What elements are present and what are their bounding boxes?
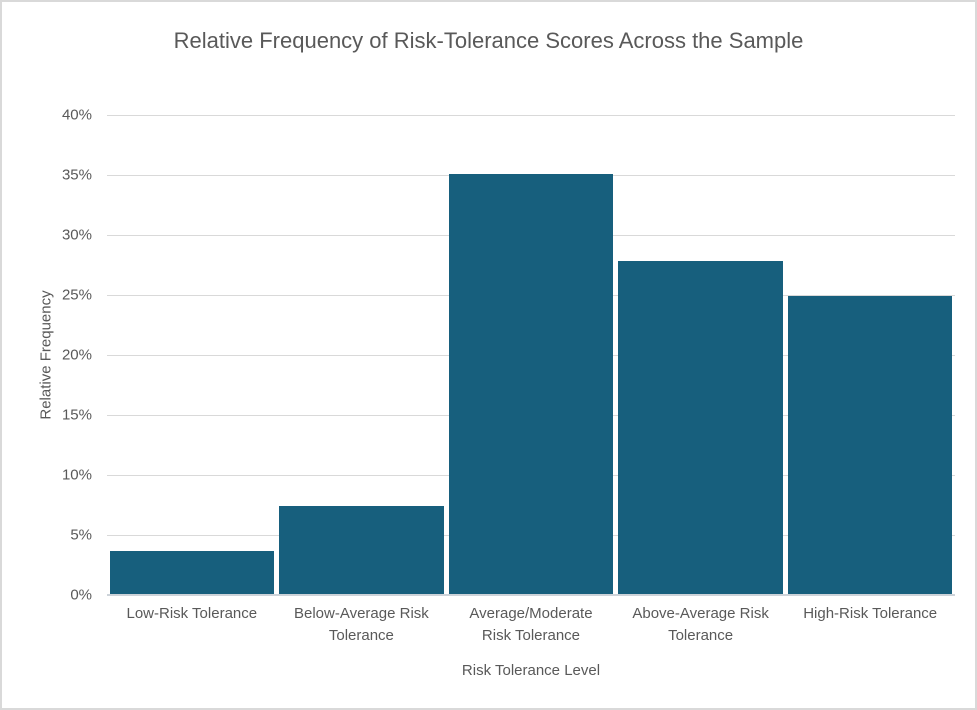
x-category-label: Low-Risk Tolerance [126, 605, 258, 622]
chart-title: Relative Frequency of Risk-Tolerance Sco… [173, 28, 804, 53]
bar [448, 173, 614, 595]
x-category-label: Average/Moderate Risk Tolerance [469, 605, 593, 644]
x-category-label: Below-Average Risk Tolerance [294, 605, 429, 644]
y-tick-label: 5% [70, 526, 92, 544]
x-axis-title: Risk Tolerance Level [461, 662, 601, 679]
bar [279, 506, 444, 595]
x-category-label: Above-Average Risk Tolerance [632, 605, 769, 644]
y-tick-label: 0% [70, 586, 92, 604]
y-tick-label: 15% [61, 406, 92, 424]
y-tick-label: 25% [61, 286, 92, 304]
x-axis-category-labels: Low-Risk Tolerance Below-Average Risk Tol… [107, 603, 955, 653]
bar [787, 296, 953, 595]
bar [618, 261, 783, 595]
bar [109, 550, 275, 595]
gridline [107, 115, 955, 116]
plot-area [107, 115, 955, 596]
x-category-label: High-Risk Tolerance [803, 605, 938, 622]
y-tick-label: 35% [61, 166, 92, 184]
x-axis-line [107, 594, 955, 596]
y-axis-tick-labels: 0% 5% 10% 15% 20% 25% 30% 35% 40% [2, 107, 92, 604]
y-tick-label: 20% [61, 346, 92, 364]
y-tick-label: 40% [61, 106, 92, 124]
y-tick-label: 10% [61, 466, 92, 484]
y-tick-label: 30% [61, 226, 92, 244]
